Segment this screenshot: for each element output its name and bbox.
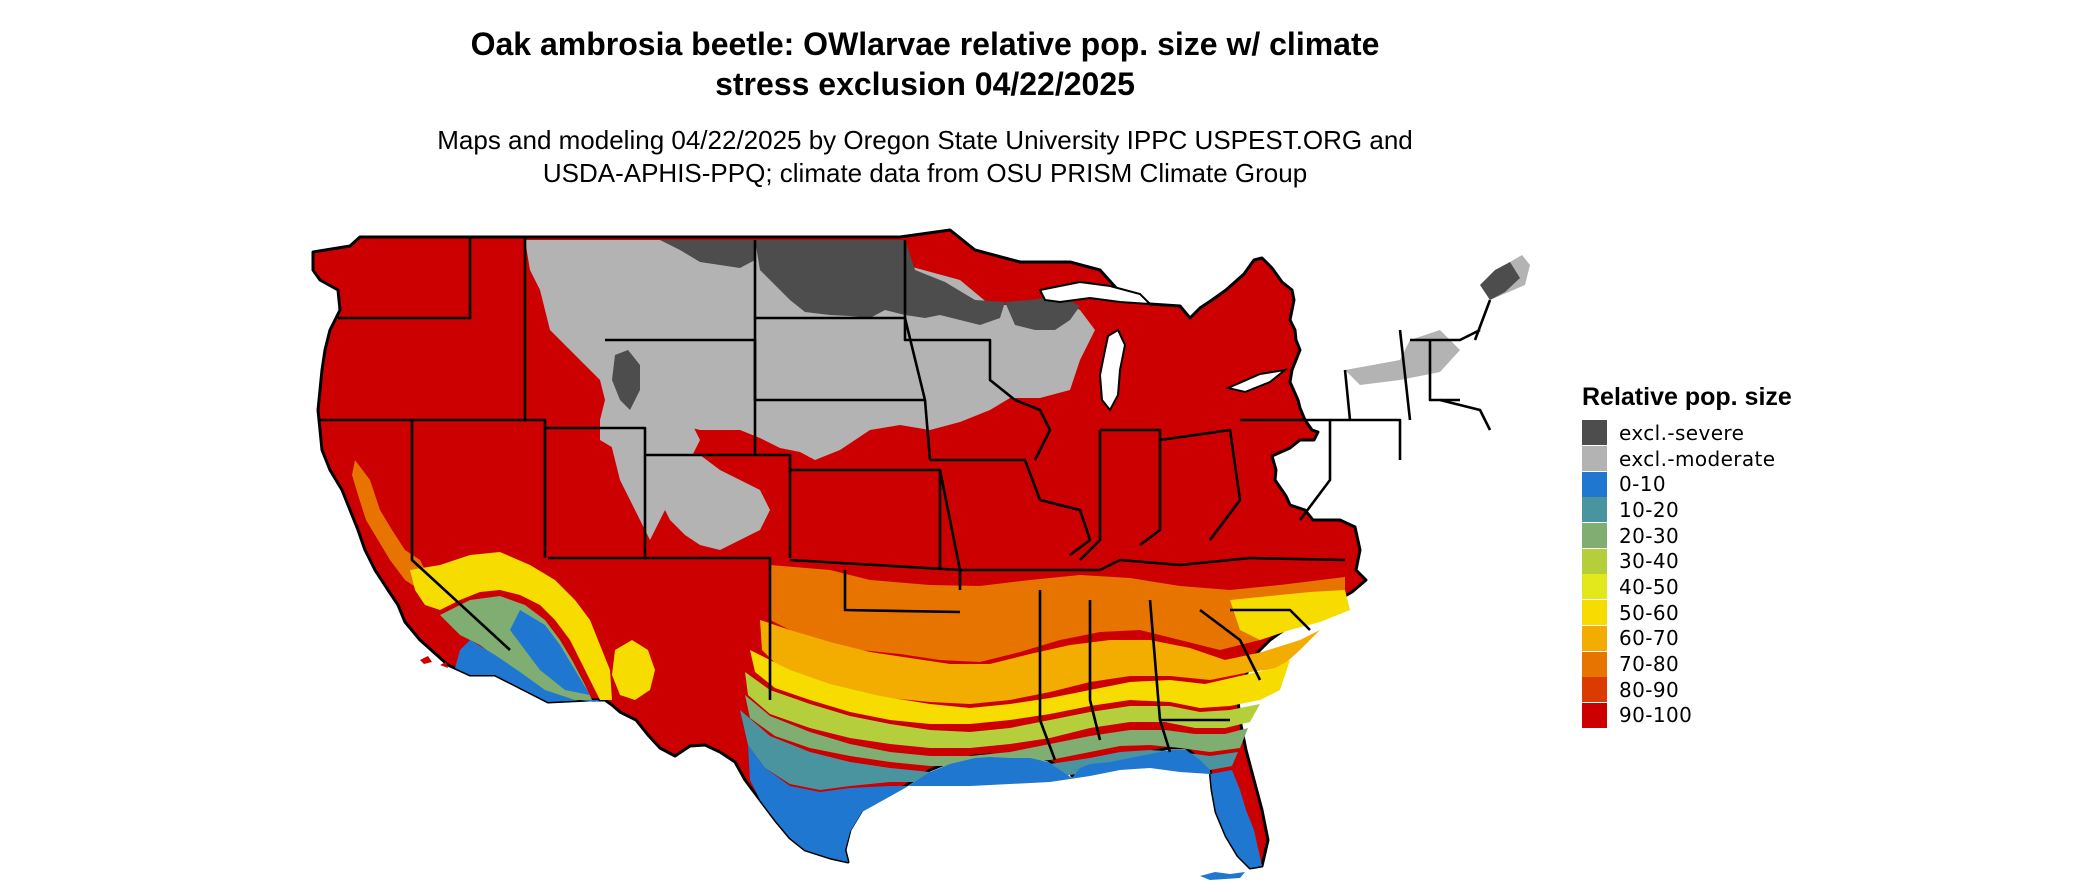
legend-swatch bbox=[1582, 651, 1607, 677]
legend-label: 10-20 bbox=[1619, 497, 1680, 522]
excl-severe-maine bbox=[1480, 262, 1520, 300]
legend-item: excl.-severe bbox=[1582, 420, 1882, 446]
map-subtitle: Maps and modeling 04/22/2025 by Oregon S… bbox=[437, 125, 1413, 188]
legend-label: 50-60 bbox=[1619, 600, 1680, 625]
legend-label: excl.-severe bbox=[1619, 420, 1745, 445]
us-population-map bbox=[311, 228, 1530, 880]
band-70-80-california bbox=[352, 460, 430, 590]
legend-label: 70-80 bbox=[1619, 652, 1680, 677]
excl-severe-north bbox=[660, 240, 1005, 325]
lake-michigan bbox=[1098, 328, 1127, 412]
band-30-50-south bbox=[745, 672, 1260, 748]
legend-label: 90-100 bbox=[1619, 703, 1693, 728]
legend-item: 70-80 bbox=[1582, 651, 1882, 677]
excl-severe-wisconsin bbox=[1005, 296, 1080, 330]
excl-moderate-colorado bbox=[660, 455, 770, 550]
legend-item: 30-40 bbox=[1582, 548, 1882, 574]
legend-label: 0-10 bbox=[1619, 472, 1666, 497]
legend-label: excl.-moderate bbox=[1619, 446, 1776, 471]
legend-swatch bbox=[1582, 497, 1607, 523]
band-50-60-south bbox=[750, 650, 1290, 724]
legend-title: Relative pop. size bbox=[1582, 383, 1792, 411]
legend-item: 20-30 bbox=[1582, 523, 1882, 549]
legend: Relative pop. size excl.-severe excl.-mod… bbox=[1582, 382, 1882, 728]
legend-item: 0-10 bbox=[1582, 471, 1882, 497]
legend-label: 60-70 bbox=[1619, 626, 1680, 651]
band-40-60-southwest bbox=[410, 552, 612, 700]
legend-item: 10-20 bbox=[1582, 497, 1882, 523]
legend-swatch bbox=[1582, 523, 1607, 549]
legend-item: excl.-moderate bbox=[1582, 446, 1882, 472]
band-0-10-gulf bbox=[748, 745, 1262, 868]
legend-item: 80-90 bbox=[1582, 677, 1882, 703]
legend-swatch bbox=[1582, 625, 1607, 651]
legend-item: 90-100 bbox=[1582, 702, 1882, 729]
legend-label: 40-50 bbox=[1619, 574, 1680, 599]
state-boundaries bbox=[320, 238, 1492, 761]
channel-islands bbox=[420, 656, 448, 668]
legend-swatch bbox=[1582, 574, 1607, 600]
legend-item: 60-70 bbox=[1582, 625, 1882, 652]
lake-superior bbox=[1038, 280, 1153, 306]
band-0-10-arizona bbox=[455, 610, 605, 702]
excl-severe-wyoming bbox=[612, 350, 640, 410]
band-10-20-south bbox=[740, 710, 1238, 790]
legend-item: 50-60 bbox=[1582, 600, 1882, 626]
band-yellow-newmexico bbox=[612, 640, 655, 700]
legend-label: 80-90 bbox=[1619, 677, 1680, 702]
band-yellow-northcarolina bbox=[1230, 590, 1350, 640]
legend-items: excl.-severe excl.-moderate 0-10 10-20 20-30… bbox=[1582, 420, 1882, 728]
legend-swatch bbox=[1582, 548, 1607, 574]
legend-label: 30-40 bbox=[1619, 549, 1680, 574]
florida-keys bbox=[1200, 872, 1245, 880]
band-20-30-south bbox=[745, 695, 1248, 766]
band-70-80-south bbox=[770, 565, 1345, 662]
legend-swatch bbox=[1582, 677, 1607, 703]
legend-swatch bbox=[1582, 446, 1607, 472]
legend-swatch bbox=[1582, 471, 1607, 497]
lake-erie bbox=[1224, 368, 1289, 394]
legend-swatch bbox=[1582, 600, 1607, 626]
legend-swatch bbox=[1582, 420, 1607, 446]
map-title: Oak ambrosia beetle: OWlarvae relative p… bbox=[470, 26, 1380, 102]
legend-label: 20-30 bbox=[1619, 523, 1680, 548]
legend-item: 40-50 bbox=[1582, 574, 1882, 600]
legend-swatch bbox=[1582, 702, 1607, 728]
